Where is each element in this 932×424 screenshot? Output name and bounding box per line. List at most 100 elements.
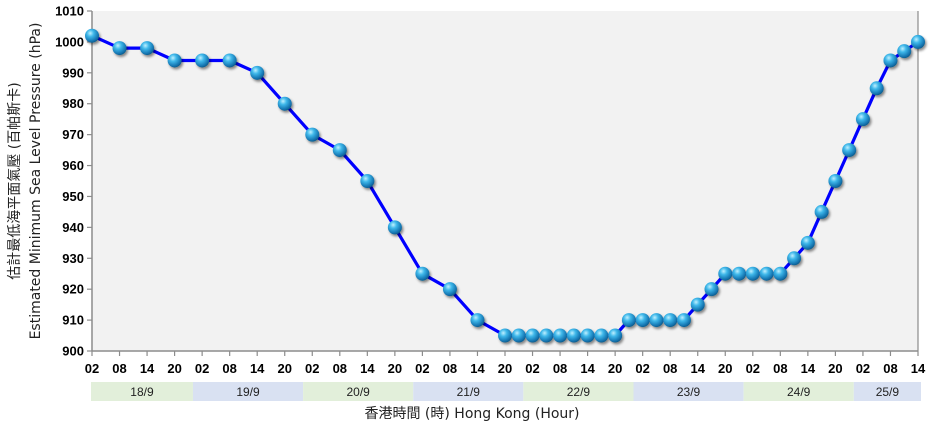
x-tick-label: 02	[415, 361, 429, 376]
data-point-marker	[842, 143, 857, 158]
x-tick-label: 14	[360, 361, 375, 376]
y-tick-label: 910	[62, 313, 84, 328]
date-band	[303, 382, 414, 401]
date-band	[91, 382, 193, 401]
x-tick-label: 20	[608, 361, 622, 376]
y-axis-title-english: Estimated Minimum Sea Level Pressure (hP…	[28, 23, 44, 340]
date-band	[633, 382, 744, 401]
x-tick-label: 02	[525, 361, 539, 376]
data-point-marker	[553, 328, 568, 343]
data-point-marker	[635, 313, 650, 328]
date-band-label: 23/9	[677, 385, 701, 399]
data-point-marker	[690, 297, 705, 312]
data-point-marker	[112, 41, 127, 56]
data-point-marker	[250, 65, 265, 80]
date-band-label: 21/9	[457, 385, 481, 399]
x-tick-label: 02	[85, 361, 99, 376]
x-tick-label: 20	[277, 361, 291, 376]
data-point-marker	[718, 266, 733, 281]
x-tick-label: 08	[553, 361, 567, 376]
date-band	[743, 382, 854, 401]
data-point-marker	[566, 328, 581, 343]
data-point-marker	[332, 143, 347, 158]
data-point-marker	[855, 112, 870, 127]
data-point-marker	[85, 28, 99, 43]
y-axis-title-chinese: 估計最低海平面氣壓 (百帕斯卡)	[7, 82, 23, 279]
x-tick-label: 14	[250, 361, 265, 376]
data-point-marker	[897, 44, 912, 59]
data-point-marker	[470, 313, 485, 328]
data-point-marker	[525, 328, 540, 343]
x-tick-label: 08	[663, 361, 677, 376]
data-series	[85, 28, 925, 343]
data-point-marker	[814, 204, 829, 219]
data-point-marker	[222, 53, 237, 68]
y-tick-label: 990	[62, 65, 84, 80]
data-point-marker	[828, 174, 843, 188]
y-tick-label: 1000	[55, 34, 84, 49]
x-tick-label: 08	[883, 361, 897, 376]
x-tick-label: 14	[140, 361, 155, 376]
x-tick-label: 02	[635, 361, 649, 376]
x-tick-label: 14	[470, 361, 485, 376]
x-tick-label: 20	[167, 361, 181, 376]
y-tick-label: 920	[62, 282, 84, 297]
x-tick-label: 20	[718, 361, 732, 376]
date-band-label: 22/9	[567, 385, 591, 399]
date-band	[192, 382, 304, 401]
data-point-marker	[360, 174, 375, 188]
x-axis-title: 香港時間 (時) Hong Kong (Hour)	[364, 406, 579, 422]
x-tick-label: 20	[498, 361, 512, 376]
x-tick-label: 02	[305, 361, 319, 376]
x-tick-label: 20	[828, 361, 842, 376]
data-point-marker	[167, 53, 182, 68]
y-tick-label: 1010	[55, 4, 84, 19]
date-band	[413, 382, 524, 401]
data-point-marker	[594, 328, 609, 343]
x-tick-label: 20	[388, 361, 402, 376]
date-bands: 18/9 19/9 20/9 21/9 22/9 23/9 24/9 25/9	[91, 382, 921, 401]
y-tick-label: 950	[62, 189, 84, 204]
x-tick-label: 14	[690, 361, 705, 376]
y-tick-label: 980	[62, 96, 84, 111]
date-band-label: 25/9	[876, 385, 900, 399]
y-tick-label: 960	[62, 158, 84, 173]
y-tick-label: 900	[62, 344, 84, 359]
data-point-marker	[608, 328, 623, 343]
data-point-marker	[498, 328, 512, 343]
data-point-marker	[911, 34, 925, 49]
date-band-label: 18/9	[130, 385, 154, 399]
x-tick-label: 14	[801, 361, 816, 376]
data-point-marker	[140, 41, 155, 56]
data-point-marker	[869, 81, 884, 96]
x-tick-label: 08	[773, 361, 787, 376]
x-tick-label: 14	[580, 361, 595, 376]
y-tick-label: 940	[62, 220, 84, 235]
date-band-label: 19/9	[236, 385, 260, 399]
plot-area	[92, 11, 918, 351]
y-axis-ticks: 900 910 920 930 940 950 960 970 980 990 1000 1010	[55, 4, 92, 359]
data-point-marker	[277, 96, 292, 111]
data-point-marker	[704, 282, 719, 297]
data-point-marker	[442, 282, 457, 297]
data-point-marker	[415, 266, 430, 281]
data-point-marker	[732, 266, 747, 281]
y-tick-label: 930	[62, 251, 84, 266]
data-point-marker	[883, 53, 898, 68]
x-tick-label: 02	[856, 361, 870, 376]
x-tick-label: 14	[911, 361, 926, 376]
data-point-marker	[305, 127, 320, 142]
x-tick-label: 08	[443, 361, 457, 376]
data-point-marker	[539, 328, 554, 343]
data-point-marker	[773, 266, 788, 281]
x-tick-label: 02	[746, 361, 760, 376]
data-point-marker	[676, 313, 691, 328]
data-point-marker	[649, 313, 664, 328]
x-tick-label: 08	[112, 361, 126, 376]
data-point-marker	[663, 313, 678, 328]
x-tick-label: 02	[195, 361, 209, 376]
data-point-marker	[800, 235, 815, 250]
date-band-label: 24/9	[787, 385, 811, 399]
data-point-marker	[745, 266, 760, 281]
